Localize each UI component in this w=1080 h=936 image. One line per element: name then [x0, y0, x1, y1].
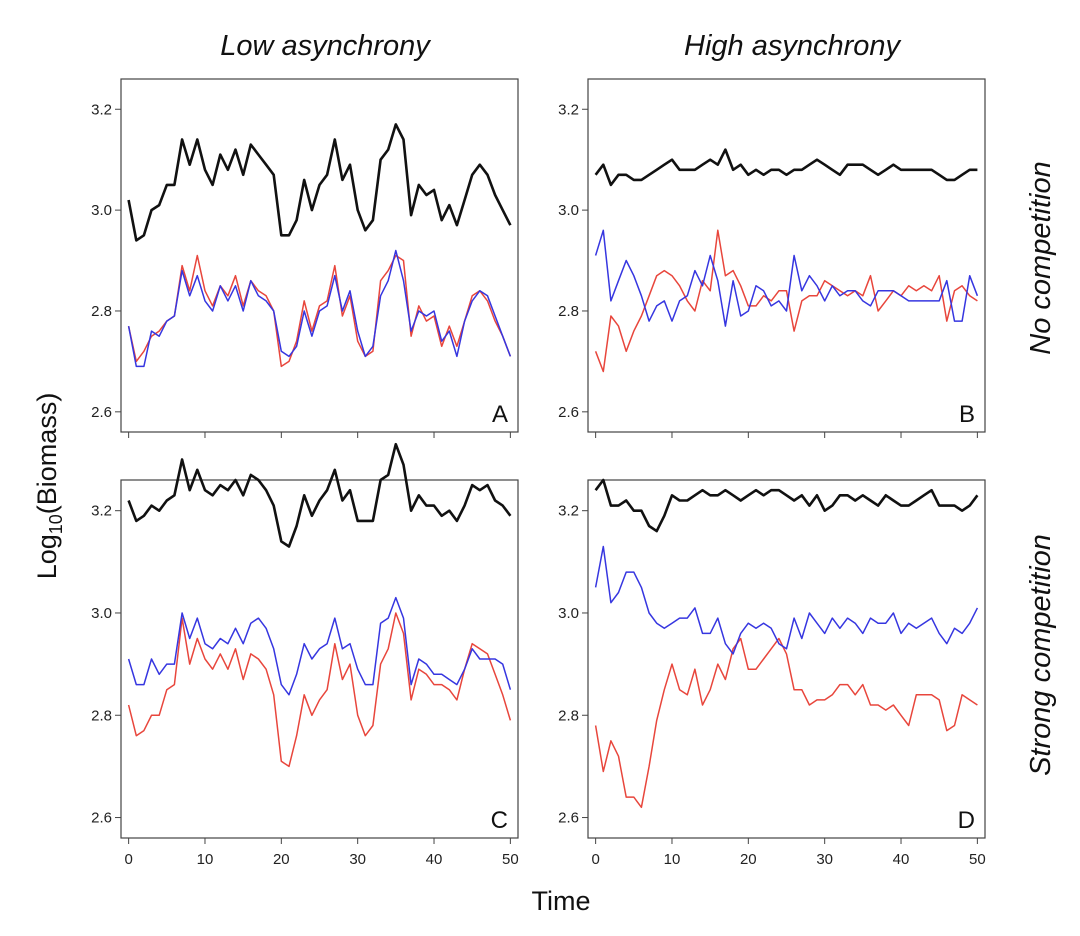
- panel-d-label: D: [958, 807, 975, 834]
- panel-c-xtick-label: 30: [349, 851, 366, 868]
- panel-c-xtick-label: 40: [426, 851, 443, 868]
- panel-a-frame: [120, 78, 519, 433]
- panel-d: 2.6 2.8 3.0 3.2 0 10 20 30 40 50 D: [558, 478, 986, 868]
- panel-a-species1-line: [127, 254, 512, 368]
- panel-a-ytick-label: 2.6: [91, 404, 112, 421]
- panel-c-species1-line: [127, 612, 512, 768]
- panel-d-ytick-label: 2.8: [558, 707, 579, 724]
- panel-b-ytick-label: 3.0: [558, 202, 579, 219]
- panel-b-species1-line: [594, 229, 978, 373]
- panel-d-species2-line: [594, 545, 979, 655]
- panel-d-frame: [587, 479, 986, 839]
- panel-b: 2.6 2.8 3.0 3.2 B: [558, 78, 986, 438]
- panel-c-ytick-label: 3.2: [91, 503, 112, 520]
- panel-d-xtick-label: 10: [664, 851, 681, 868]
- panel-c: 2.6 2.8 3.0 3.2 0 10 20 30 40 50 C: [91, 442, 519, 868]
- panel-a-species2-line: [127, 249, 512, 368]
- panel-d-species1-line: [594, 637, 978, 809]
- panel-c-frame: [120, 479, 519, 839]
- x-axis-label: Time: [532, 886, 591, 916]
- panel-b-species2-line: [594, 229, 979, 327]
- panel-b-frame: [587, 78, 986, 433]
- panel-d-ytick-label: 2.6: [558, 810, 579, 827]
- column-title-high-asynchrony: High asynchrony: [684, 30, 901, 62]
- column-title-low-asynchrony: Low asynchrony: [220, 30, 431, 62]
- panel-d-xtick-label: 50: [969, 851, 986, 868]
- panel-b-ytick-label: 2.6: [558, 404, 579, 421]
- y-axis-label-prefix: Log: [32, 534, 62, 579]
- panel-d-xtick-label: 20: [740, 851, 757, 868]
- y-axis-label-subscript: 10: [46, 514, 66, 534]
- panel-c-species2-line: [127, 596, 512, 696]
- panel-b-ytick-label: 3.2: [558, 101, 579, 118]
- panel-c-ytick-label: 2.6: [91, 810, 112, 827]
- panel-c-xtick-label: 10: [197, 851, 214, 868]
- panel-c-ytick-label: 3.0: [91, 605, 112, 622]
- row-title-strong-competition: Strong competition: [1025, 534, 1057, 776]
- panel-c-xtick-label: 0: [124, 851, 132, 868]
- panel-b-total-line: [594, 148, 978, 187]
- panel-d-xtick-label: 30: [816, 851, 833, 868]
- panel-a-total-line: [127, 123, 512, 242]
- y-axis-label: Log10(Biomass): [32, 393, 66, 580]
- panel-a: 2.6 2.8 3.0 3.2 A: [91, 78, 519, 438]
- panel-b-label: B: [959, 401, 975, 428]
- panel-a-label: A: [492, 401, 508, 428]
- panel-c-xtick-label: 20: [273, 851, 290, 868]
- panel-c-xtick-label: 50: [502, 851, 519, 868]
- panel-d-ytick-label: 3.0: [558, 605, 579, 622]
- panel-d-ytick-label: 3.2: [558, 503, 579, 520]
- panel-d-xtick-label: 0: [591, 851, 599, 868]
- y-axis-label-suffix: (Biomass): [32, 393, 62, 515]
- panel-a-ytick-label: 3.2: [91, 101, 112, 118]
- panel-b-ytick-label: 2.8: [558, 303, 579, 320]
- panel-c-ytick-label: 2.8: [91, 707, 112, 724]
- panel-a-ytick-label: 3.0: [91, 202, 112, 219]
- row-title-no-competition: No competition: [1025, 161, 1057, 354]
- panel-d-xtick-label: 40: [893, 851, 910, 868]
- panel-d-total-line: [594, 478, 979, 533]
- panel-c-label: C: [491, 807, 508, 834]
- panel-c-total-line: [127, 442, 512, 548]
- panel-a-ytick-label: 2.8: [91, 303, 112, 320]
